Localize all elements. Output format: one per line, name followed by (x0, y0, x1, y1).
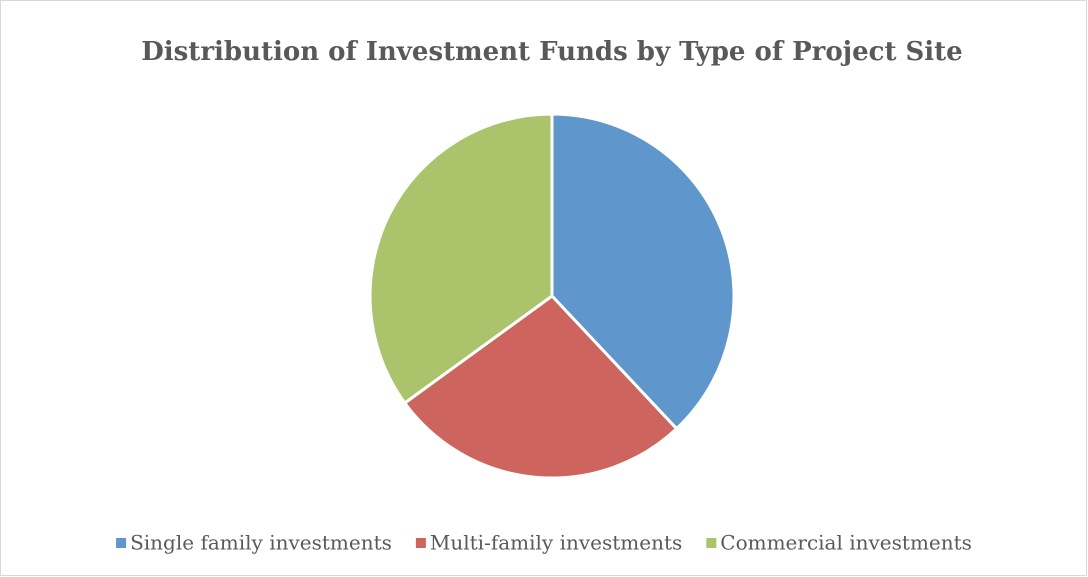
pie-slice (550, 112, 736, 431)
pie-slice (402, 294, 679, 480)
legend-swatch (706, 538, 717, 548)
chart-title: Distribution of Investment Funds by Type… (141, 37, 962, 67)
legend-label: Commercial investments (720, 531, 972, 555)
legend-swatch (415, 538, 426, 548)
pie-slice (368, 112, 554, 406)
legend-swatch (116, 538, 127, 548)
legend-label: Single family investments (130, 531, 392, 555)
legend-label: Multi-family investments (430, 531, 682, 555)
